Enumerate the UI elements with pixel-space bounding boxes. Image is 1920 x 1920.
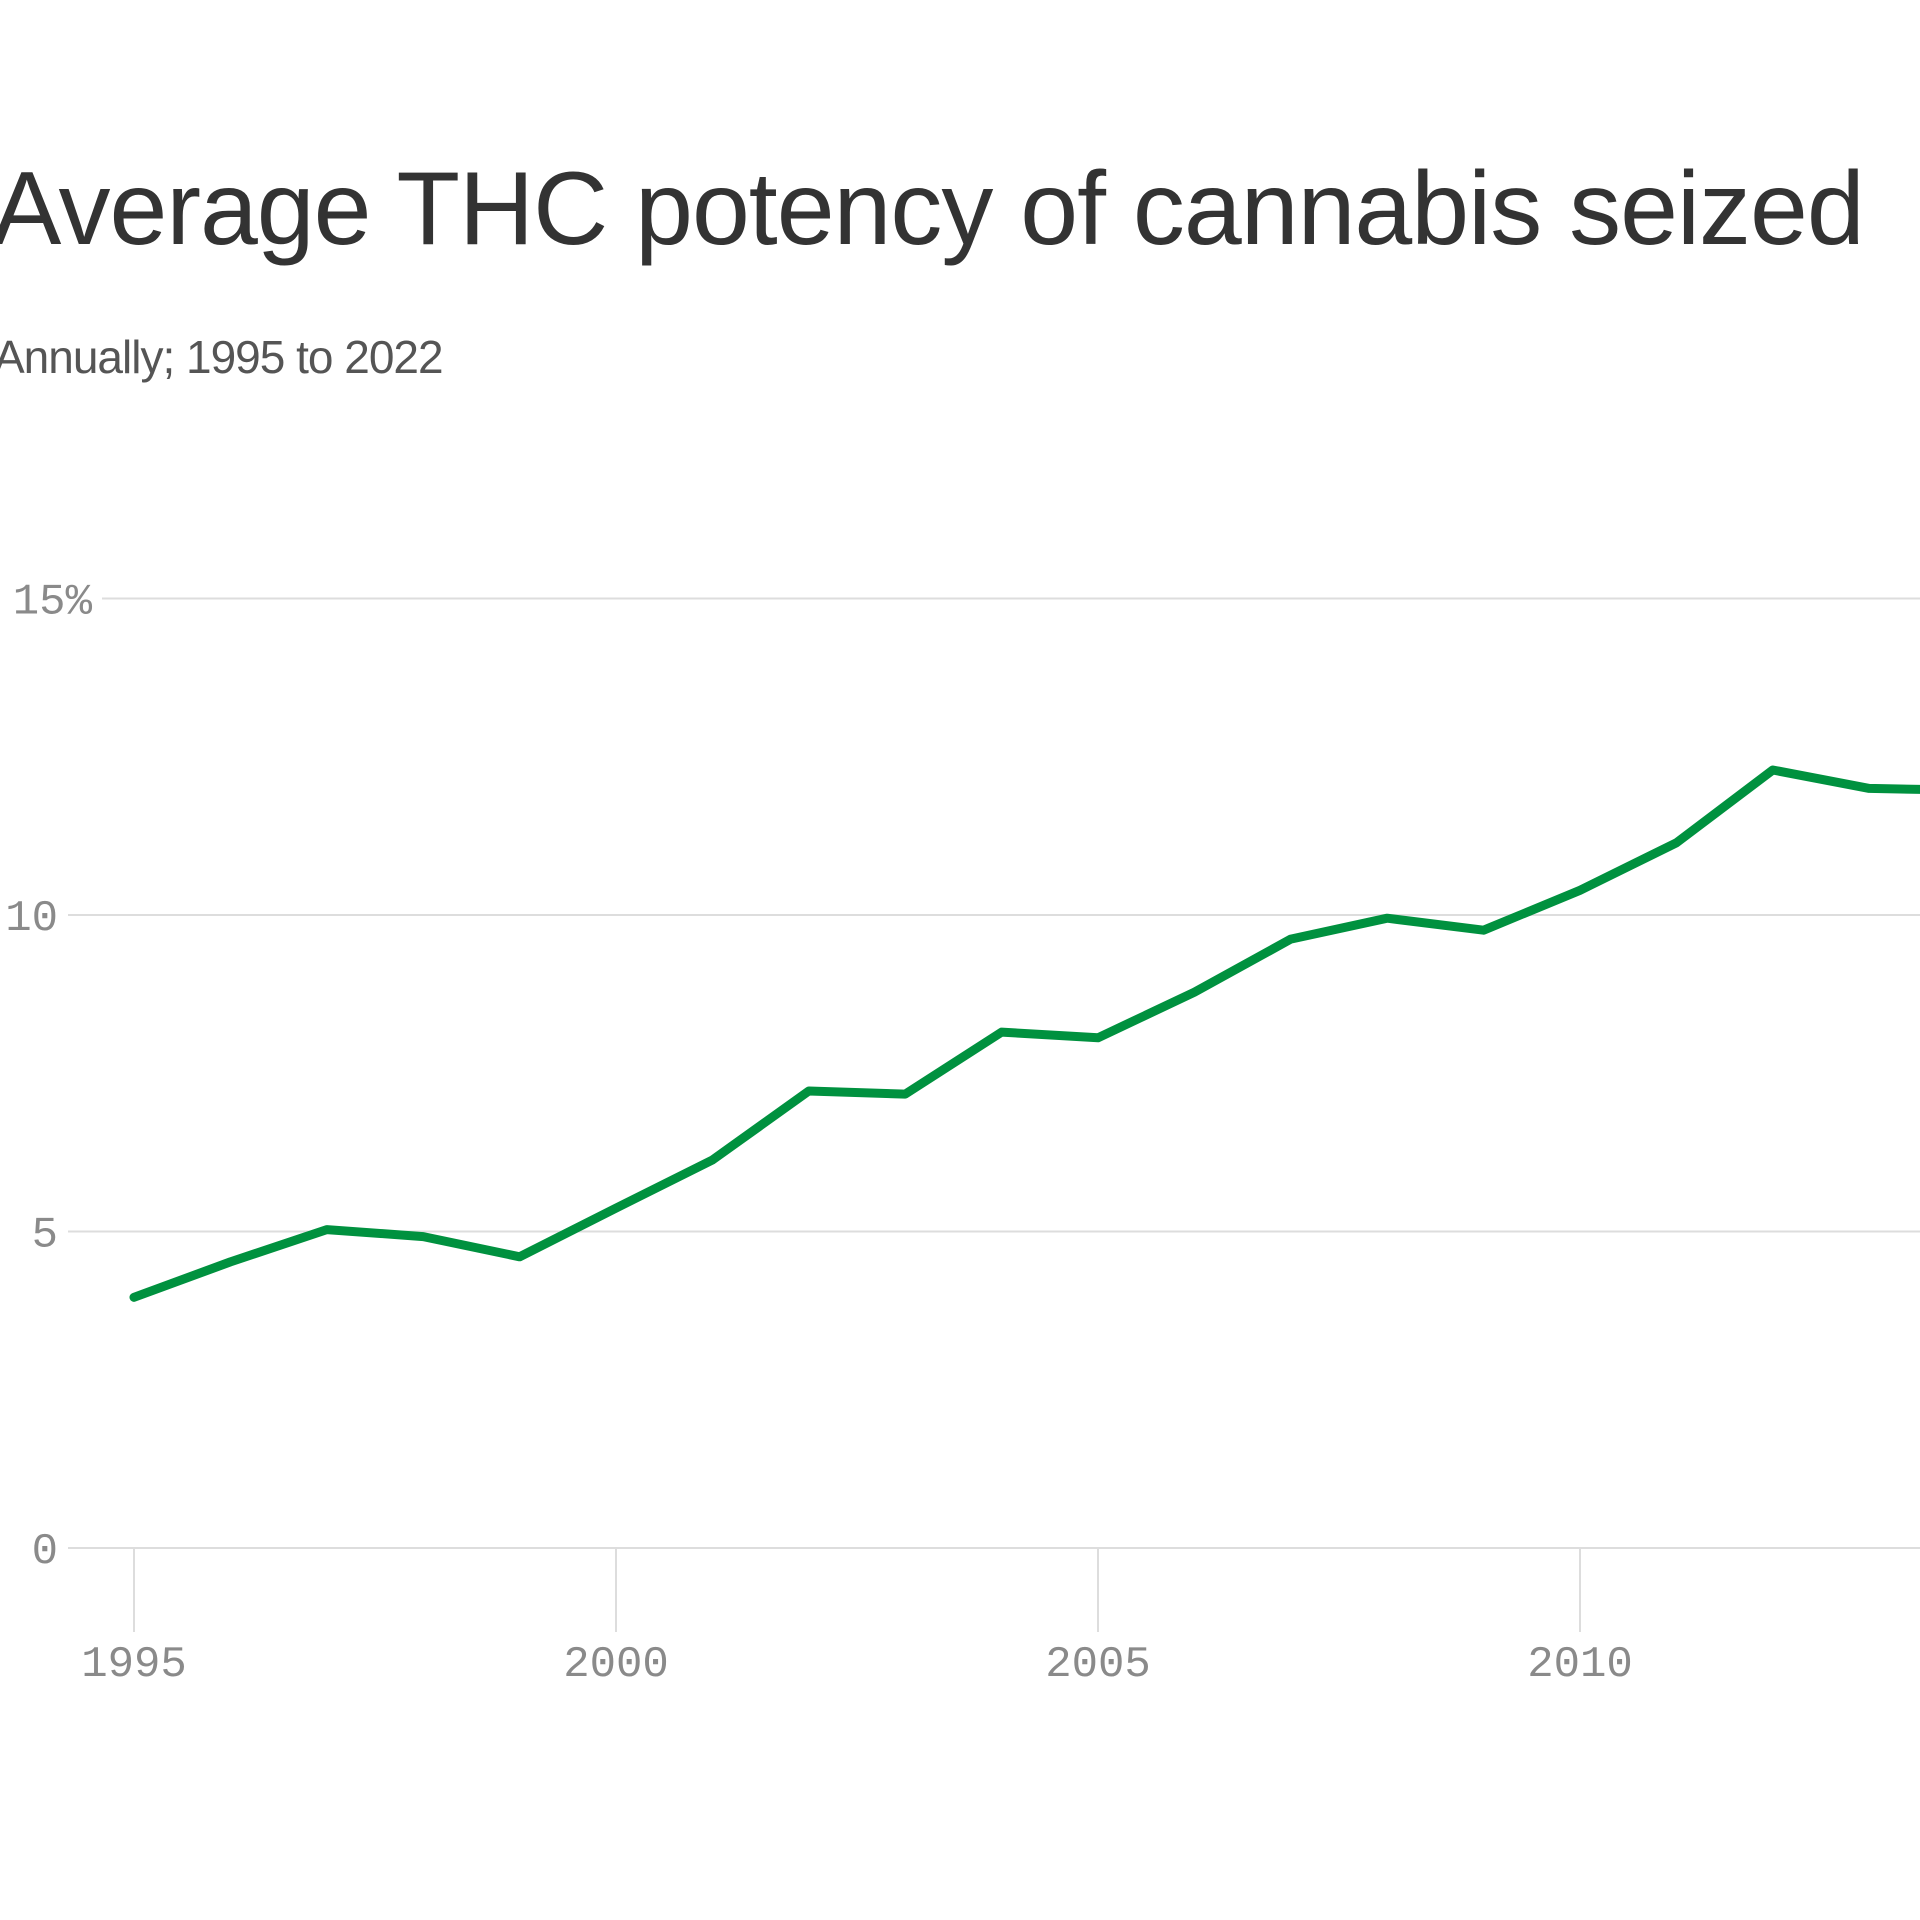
x-tick-label: 2010	[1527, 1640, 1633, 1690]
x-tick-label: 1995	[81, 1640, 187, 1690]
chart-subtitle: Annually; 1995 to 2022	[0, 331, 444, 383]
chart-title: Average THC potency of cannabis seized	[0, 151, 1865, 267]
series-group	[129, 765, 1920, 1302]
y-tick-label: 0	[32, 1527, 58, 1577]
series-line	[129, 765, 1920, 1302]
gridlines	[68, 597, 1920, 1549]
x-tick-label: 2005	[1045, 1640, 1151, 1690]
y-tick-label: 15%	[13, 578, 93, 628]
y-tick-label: 10	[5, 894, 58, 944]
y-tick-label: 5	[32, 1211, 58, 1261]
x-axis: 1995 2000 2005 2010	[81, 1548, 1633, 1690]
y-axis: 0 5 10 15%	[5, 578, 92, 1578]
x-tick-label: 2000	[563, 1640, 669, 1690]
